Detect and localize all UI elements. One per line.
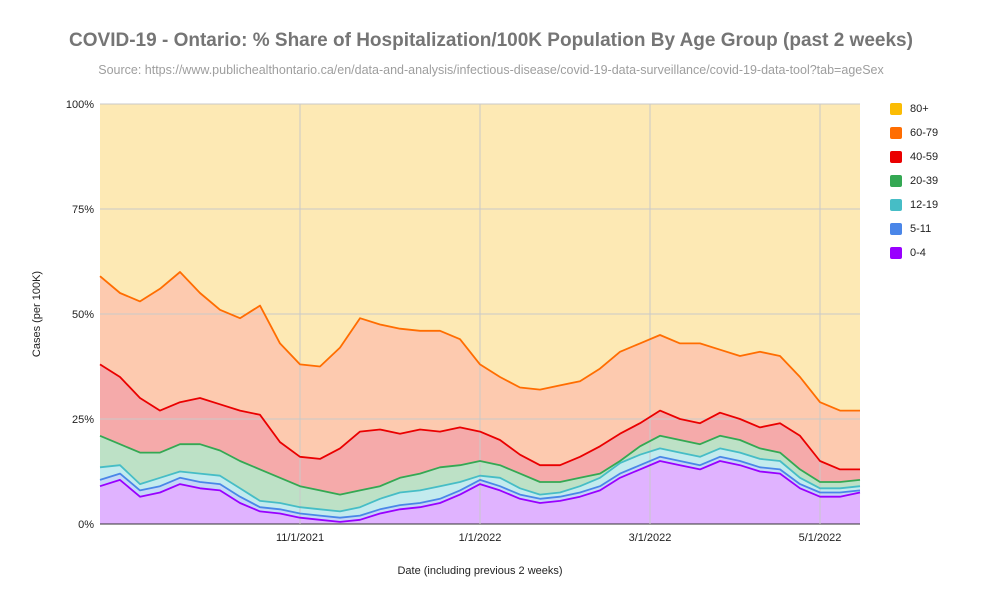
legend-label: 0-4 (910, 247, 926, 259)
legend-item: 5-11 (890, 217, 938, 241)
legend-swatch (890, 199, 902, 211)
x-tick-label: 5/1/2022 (799, 532, 842, 544)
line-0-4 (99, 460, 861, 523)
legend-swatch (890, 151, 902, 163)
legend-label: 20-39 (910, 175, 939, 187)
chart-title: COVID-19 - Ontario: % Share of Hospitali… (69, 30, 913, 51)
y-axis-label: Cases (per 100K) (31, 271, 43, 357)
legend-swatch (890, 175, 902, 187)
legend-label: 80+ (910, 103, 929, 115)
y-tick-label: 50% (72, 309, 94, 321)
legend-item: 40-59 (890, 145, 938, 169)
legend: 80+ 60-79 40-59 20-39 12-19 5-11 0-4 (890, 97, 938, 265)
line-20-39 (99, 434, 861, 496)
legend-swatch (890, 223, 902, 235)
legend-swatch (890, 247, 902, 259)
legend-item: 0-4 (890, 241, 938, 265)
line-5-11 (99, 455, 861, 519)
y-tick-label: 75% (72, 204, 94, 216)
legend-item: 20-39 (890, 169, 938, 193)
legend-item: 12-19 (890, 193, 938, 217)
x-axis-label: Date (including previous 2 weeks) (397, 565, 562, 577)
area-40-59 (100, 364, 860, 495)
legend-label: 5-11 (910, 223, 932, 235)
legend-item: 60-79 (890, 121, 938, 145)
legend-swatch (890, 127, 902, 139)
x-tick-label: 1/1/2022 (459, 532, 502, 544)
chart-subtitle: Source: https://www.publichealthontario.… (98, 63, 884, 77)
legend-label: 12-19 (910, 199, 939, 211)
line-60-79 (99, 271, 860, 412)
legend-label: 60-79 (910, 127, 939, 139)
y-tick-label: 0% (78, 519, 94, 531)
legend-label: 40-59 (910, 151, 939, 163)
y-tick-label: 100% (66, 99, 94, 111)
legend-swatch (890, 103, 902, 115)
x-tick-label: 11/1/2021 (276, 532, 324, 544)
line-12-19 (99, 447, 861, 513)
x-tick-label: 3/1/2022 (629, 532, 672, 544)
line-40-59 (99, 363, 860, 471)
y-tick-label: 25% (72, 414, 94, 426)
legend-item: 80+ (890, 97, 938, 121)
